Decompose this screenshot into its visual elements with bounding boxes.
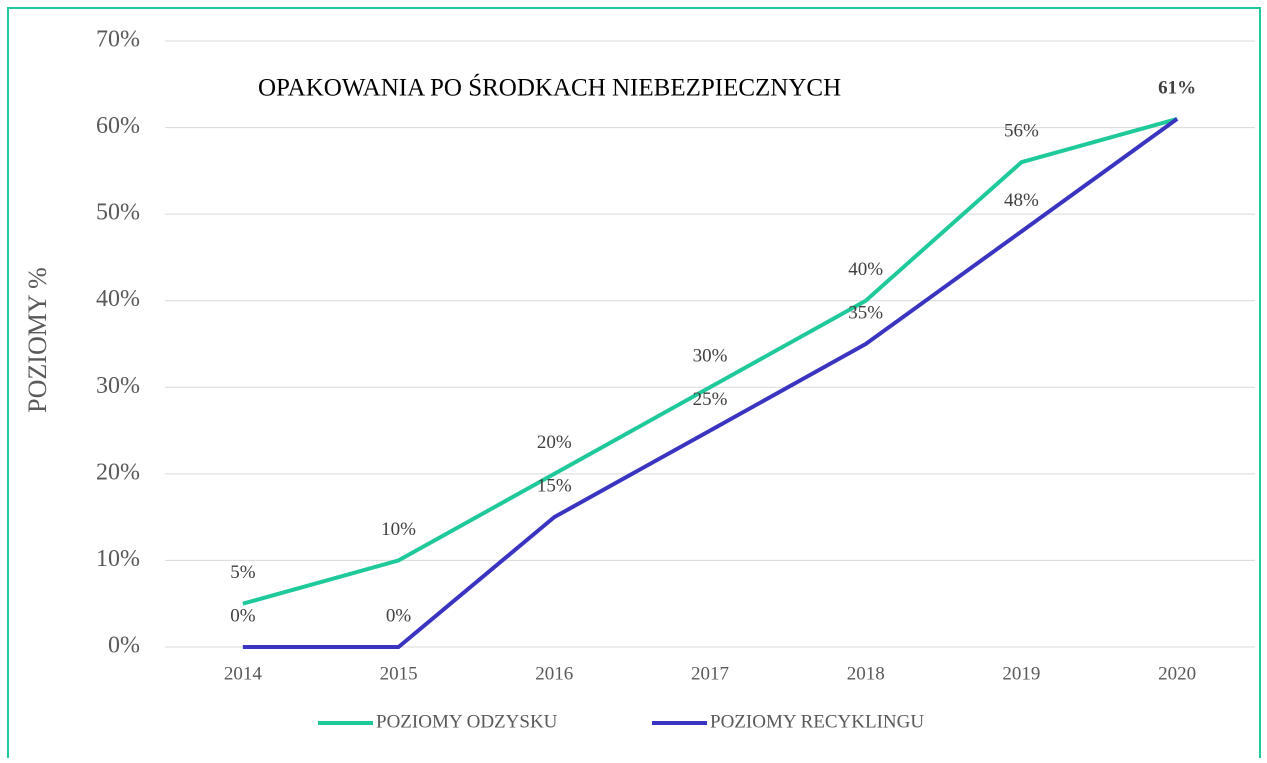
- y-tick-label: 60%: [96, 113, 140, 139]
- data-label: 25%: [693, 389, 728, 410]
- data-label: 0%: [386, 605, 412, 626]
- data-label: 5%: [230, 562, 256, 583]
- x-tick-label: 2016: [535, 663, 573, 684]
- x-tick-label: 2017: [691, 663, 729, 684]
- y-tick-label: 30%: [96, 373, 140, 399]
- x-tick-label: 2020: [1158, 663, 1196, 684]
- y-tick-label: 10%: [96, 546, 140, 572]
- data-line: [242, 116, 1178, 606]
- data-label: 56%: [1004, 121, 1039, 142]
- legend-label: POZIOMY RECYKLINGU: [710, 711, 924, 732]
- data-label: 30%: [693, 346, 728, 367]
- data-label: 61%: [1158, 77, 1196, 98]
- data-line: [242, 117, 1179, 649]
- y-tick-label: 0%: [108, 633, 140, 659]
- data-label: 35%: [848, 302, 883, 323]
- x-tick-label: 2018: [847, 663, 885, 684]
- y-axis-label: POZIOMY %: [23, 267, 52, 413]
- data-label: 10%: [381, 519, 416, 540]
- data-label: 20%: [537, 432, 572, 453]
- frame: [7, 7, 1261, 763]
- chart-title: OPAKOWANIA PO ŚRODKACH NIEBEZPIECZNYCH: [258, 74, 841, 102]
- x-tick-label: 2015: [380, 663, 418, 684]
- data-label: 40%: [848, 259, 883, 280]
- x-tick-label: 2019: [1002, 663, 1040, 684]
- y-tick-label: 70%: [96, 27, 140, 53]
- data-label: 0%: [230, 605, 256, 626]
- legend-label: POZIOMY ODZYSKU: [376, 711, 558, 732]
- data-label: 15%: [537, 476, 572, 497]
- data-label: 48%: [1004, 190, 1039, 211]
- y-tick-label: 40%: [96, 286, 140, 312]
- y-tick-label: 20%: [96, 459, 140, 485]
- y-tick-label: 50%: [96, 200, 140, 226]
- x-tick-label: 2014: [224, 663, 263, 684]
